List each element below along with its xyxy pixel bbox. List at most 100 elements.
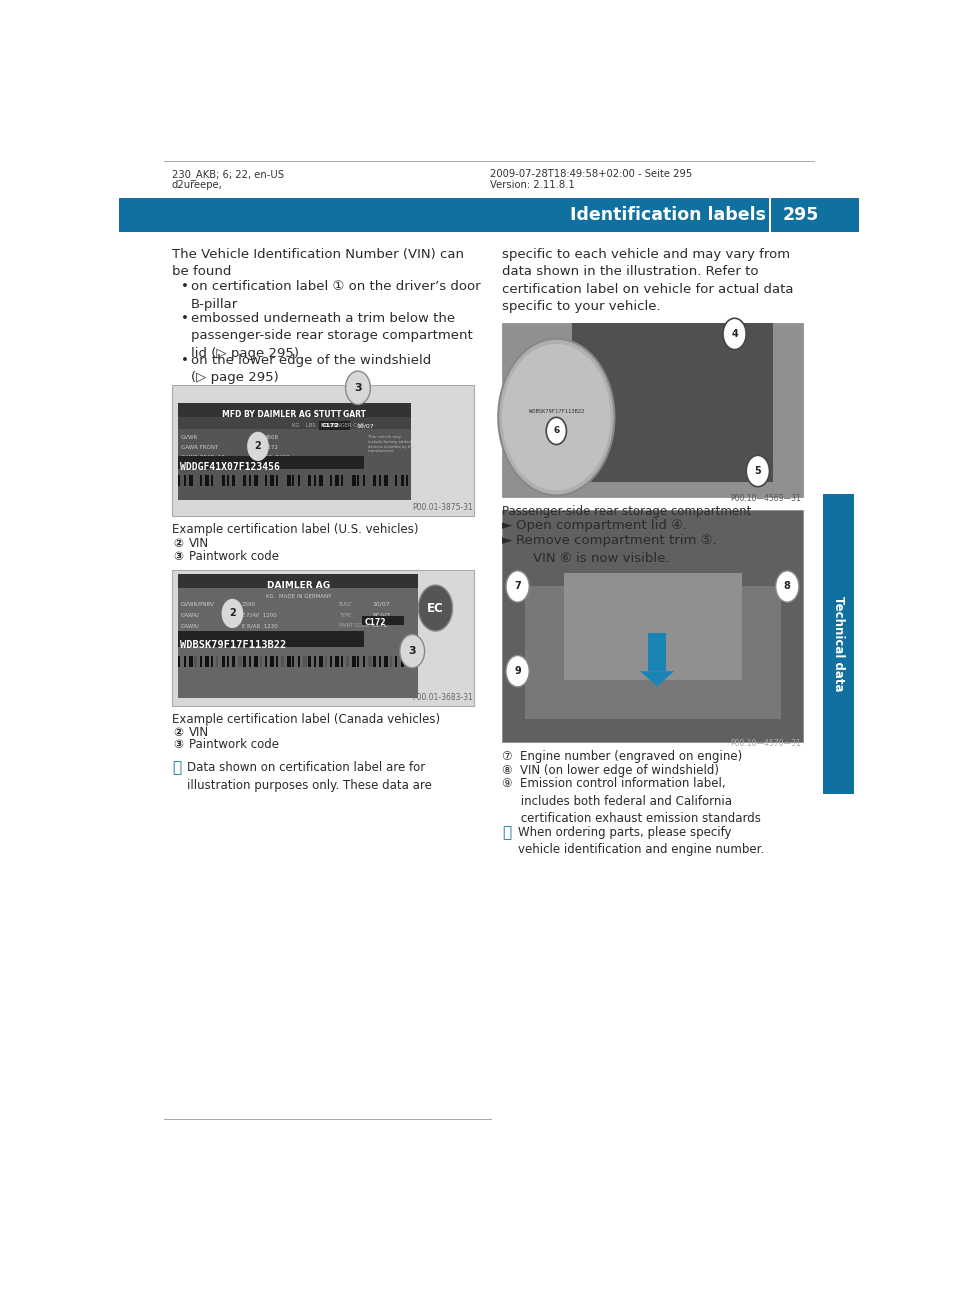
Bar bbox=[362, 475, 365, 487]
Text: P00.10—4570—31: P00.10—4570—31 bbox=[730, 739, 801, 748]
Bar bbox=[270, 656, 274, 666]
Bar bbox=[237, 656, 241, 666]
Text: ②: ② bbox=[173, 537, 183, 550]
Bar bbox=[292, 475, 294, 487]
Bar bbox=[314, 656, 315, 666]
Bar bbox=[194, 475, 196, 487]
Bar bbox=[319, 421, 350, 430]
Text: Data shown on certification label are for
illustration purposes only. These data: Data shown on certification label are fo… bbox=[187, 761, 432, 792]
Circle shape bbox=[505, 656, 529, 687]
Text: WDBSK79F17F113B22: WDBSK79F17F113B22 bbox=[180, 639, 287, 650]
Bar bbox=[172, 569, 474, 705]
Text: KG    LBS   PASSENGER CAR: KG LBS PASSENGER CAR bbox=[292, 423, 364, 428]
Text: TYPE: TYPE bbox=[338, 612, 350, 617]
Bar bbox=[189, 656, 193, 666]
Bar bbox=[378, 656, 381, 666]
Bar bbox=[501, 510, 802, 741]
Circle shape bbox=[722, 318, 745, 349]
Bar bbox=[563, 573, 741, 681]
Text: d2ureepe,: d2ureepe, bbox=[172, 180, 222, 190]
Bar bbox=[178, 631, 364, 647]
Bar bbox=[361, 616, 404, 625]
Bar bbox=[189, 475, 193, 487]
Bar bbox=[324, 475, 327, 487]
Bar bbox=[378, 475, 381, 487]
Polygon shape bbox=[639, 672, 674, 687]
Bar bbox=[303, 475, 307, 487]
Text: 2390: 2390 bbox=[241, 602, 255, 607]
Circle shape bbox=[221, 599, 243, 628]
Text: 4: 4 bbox=[730, 329, 738, 339]
Bar bbox=[390, 475, 392, 487]
Bar bbox=[297, 475, 299, 487]
Bar bbox=[286, 656, 291, 666]
Bar bbox=[178, 455, 364, 470]
Text: 7: 7 bbox=[514, 581, 520, 591]
Text: P00.01-3875-31: P00.01-3875-31 bbox=[412, 503, 472, 512]
Circle shape bbox=[497, 339, 614, 496]
Circle shape bbox=[247, 432, 269, 461]
Text: •: • bbox=[181, 312, 189, 325]
Text: EC: EC bbox=[427, 602, 443, 615]
Bar bbox=[259, 475, 261, 487]
Circle shape bbox=[501, 344, 610, 490]
Circle shape bbox=[775, 571, 798, 602]
Bar bbox=[390, 656, 392, 666]
Bar bbox=[340, 475, 343, 487]
Text: Example certification label (U.S. vehicles): Example certification label (U.S. vehicl… bbox=[172, 523, 418, 536]
Text: GAWR/: GAWR/ bbox=[181, 612, 200, 617]
Bar bbox=[183, 656, 186, 666]
Text: Example certification label (Canada vehicles): Example certification label (Canada vehi… bbox=[172, 713, 439, 726]
Text: 2009-07-28T18:49:58+02:00 - Seite 295: 2009-07-28T18:49:58+02:00 - Seite 295 bbox=[489, 170, 691, 179]
Text: •: • bbox=[181, 355, 189, 367]
Bar bbox=[275, 656, 278, 666]
Bar bbox=[400, 475, 404, 487]
Text: ⓘ: ⓘ bbox=[172, 761, 181, 775]
Bar bbox=[352, 475, 355, 487]
Bar bbox=[373, 656, 375, 666]
Bar bbox=[221, 475, 225, 487]
Text: C172: C172 bbox=[321, 423, 339, 428]
Bar bbox=[205, 656, 209, 666]
Bar bbox=[319, 656, 323, 666]
Circle shape bbox=[345, 371, 370, 405]
Bar bbox=[227, 475, 229, 487]
Text: 4508: 4508 bbox=[265, 435, 278, 440]
Text: ⑦  Engine number (engraved on engine): ⑦ Engine number (engraved on engine) bbox=[501, 749, 741, 762]
Text: E F/AV  1200: E F/AV 1200 bbox=[241, 612, 276, 617]
Text: VIN: VIN bbox=[189, 726, 209, 739]
Text: C172: C172 bbox=[364, 619, 385, 628]
Bar bbox=[233, 656, 234, 666]
Bar bbox=[319, 475, 323, 487]
Text: P00.01-3683-31: P00.01-3683-31 bbox=[412, 692, 472, 701]
Bar bbox=[308, 656, 311, 666]
Text: GAWR FRONT: GAWR FRONT bbox=[181, 445, 218, 450]
Bar bbox=[243, 475, 245, 487]
Bar bbox=[501, 324, 802, 497]
Bar bbox=[308, 475, 311, 487]
Bar bbox=[259, 656, 261, 666]
Bar bbox=[768, 198, 770, 233]
Text: 5: 5 bbox=[754, 466, 760, 476]
Bar bbox=[281, 475, 283, 487]
Text: VIN: VIN bbox=[189, 537, 209, 550]
Bar bbox=[368, 656, 372, 666]
Text: 10/07: 10/07 bbox=[356, 423, 374, 428]
Bar bbox=[297, 656, 299, 666]
Bar bbox=[249, 656, 251, 666]
Text: on certification label ① on the driver’s door
B-pillar: on certification label ① on the driver’s… bbox=[191, 280, 479, 311]
Bar bbox=[253, 656, 257, 666]
Bar bbox=[356, 475, 359, 487]
Bar bbox=[346, 656, 348, 666]
Text: 8: 8 bbox=[783, 581, 790, 591]
Bar bbox=[406, 656, 408, 666]
Bar bbox=[340, 656, 343, 666]
Text: Version: 2.11.8.1: Version: 2.11.8.1 bbox=[489, 180, 574, 190]
Bar bbox=[368, 475, 372, 487]
Bar bbox=[178, 656, 180, 666]
Text: 2: 2 bbox=[254, 441, 261, 452]
Bar bbox=[314, 475, 315, 487]
Bar bbox=[356, 656, 359, 666]
Bar bbox=[178, 404, 410, 501]
Circle shape bbox=[745, 455, 769, 487]
